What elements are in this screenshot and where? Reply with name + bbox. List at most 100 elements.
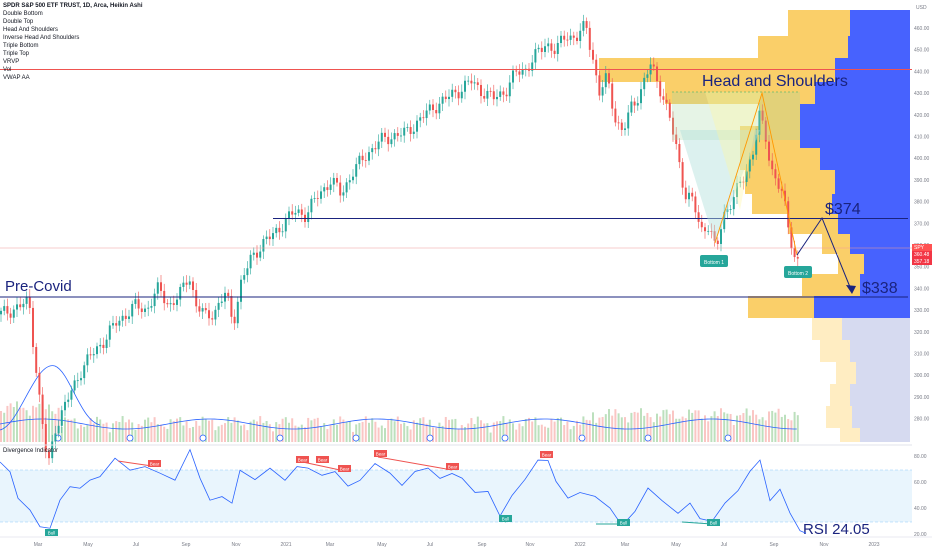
candle-body [249,254,252,269]
indicator-triple-bottom[interactable]: Triple Bottom [3,43,39,49]
indicator-triple-top[interactable]: Triple Top [3,51,30,57]
candle-body [755,134,758,155]
candle-body [41,394,44,425]
indicator-inverse-head-and-shoulders[interactable]: Inverse Head And Shoulders [3,35,80,41]
volume-bar [240,425,242,442]
bull-label: Bull [48,531,56,536]
volume-bar [556,418,559,442]
candle-body [67,399,70,402]
rsi-tick: 60.00 [914,480,927,486]
volume-bar [323,423,326,442]
indicator-double-top[interactable]: Double Top [3,19,34,25]
volume-bar [89,418,92,442]
time-label: 2021 [280,542,291,548]
profile-bar-blue [860,428,910,442]
symbol-title[interactable]: SPDR S&P 500 ETF TRUST, 1D, Arca, Heikin… [3,3,143,9]
volume-bar [720,408,722,442]
volume-bar [518,423,521,442]
price-badge [912,251,932,258]
rsi-line [0,448,807,534]
price-tick: 280.00 [914,417,930,423]
candle-body [569,35,572,40]
volume-bar [182,425,185,442]
candle-body [496,96,498,100]
candle-body [412,131,415,134]
volume-bar [505,423,508,442]
pattern-triangle-head [705,92,762,210]
volume-bar [326,429,329,442]
candle-body [195,289,198,307]
volume-bar [617,413,620,442]
indicator-vrvp[interactable]: VRVP [3,59,20,65]
volume-bar [227,417,230,442]
candle-body [131,303,134,317]
volume-bar [124,422,127,442]
profile-bar-yellow [752,194,832,214]
volume-bar [422,417,425,442]
profile-bar-blue [856,362,910,384]
candle-body [777,178,780,189]
candle-body [736,182,738,198]
candle-body [35,347,38,373]
indicator-double-bottom[interactable]: Double Bottom [3,11,43,17]
volume-bar [566,421,569,442]
volume-bar [35,407,38,442]
volume-bar [451,419,454,442]
volume-bar [304,427,306,442]
volume-bar [348,421,351,442]
time-label: Nov [526,542,535,548]
profile-bar-blue [864,254,910,274]
volume-bar [48,404,50,442]
candle-body [470,80,473,84]
volume-bar [732,424,735,442]
price-badge-text: 360.48 [914,252,930,258]
candle-body [684,187,687,200]
volume-bar [489,432,492,442]
divergence-indicator-title[interactable]: Divergence Indicator [3,448,59,454]
volume-bar [236,420,239,442]
time-label: May [671,542,681,548]
pre-covid-label: Pre-Covid [5,278,72,295]
volume-bar [688,409,690,442]
candle-body [518,71,521,75]
volume-bar [476,416,479,442]
volume-bar [656,413,658,442]
volume-bar [128,419,130,442]
volume-bar [198,425,201,442]
volume-bar [361,421,364,442]
indicator-vol[interactable]: Vol [3,67,12,73]
candle-body [748,159,751,172]
candle-body [662,96,665,100]
volume-bar [601,416,604,442]
pattern-outline [714,91,798,256]
candle-body [742,181,745,183]
volume-bar [307,417,310,442]
indicator-head-and-shoulders[interactable]: Head And Shoulders [3,27,59,33]
candle-body [611,83,614,109]
volume-bar [140,425,143,442]
candle-body [73,380,76,391]
volume-bar [697,410,700,442]
bear-badge [296,456,309,463]
indicator-vwap[interactable]: VWAP AA [3,75,30,81]
pattern-box-top [672,92,800,140]
price-tick: 450.00 [914,48,930,54]
volume-bar [662,410,665,442]
volume-bar [678,418,681,442]
volume-ma-hump [0,365,101,431]
profile-bar-yellow [740,126,800,148]
candle-body [179,286,182,300]
candle-body [707,230,710,232]
volume-bar [454,418,457,442]
volume-bar [108,432,111,442]
candle-body [227,292,230,296]
volume-bar [112,423,114,442]
profile-bar-yellow [840,428,860,442]
candle-body [729,209,732,210]
volume-bar [19,407,22,442]
candle-body [620,122,623,130]
volume-bar [316,417,319,442]
volume-bar [249,421,252,442]
